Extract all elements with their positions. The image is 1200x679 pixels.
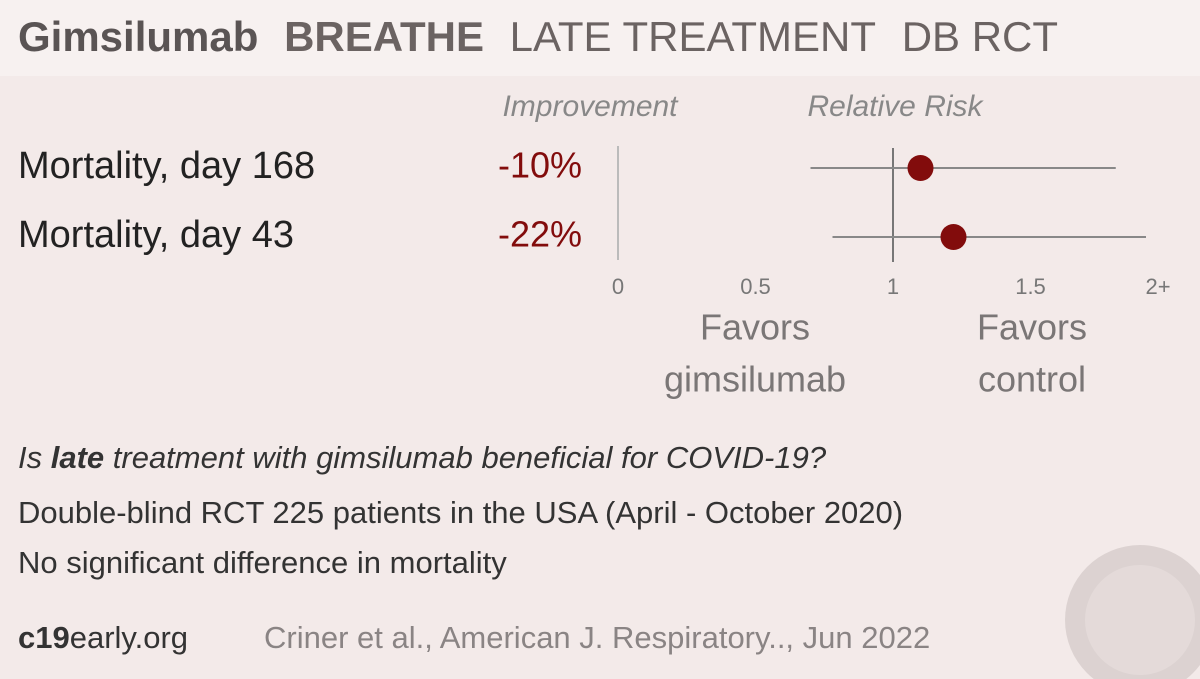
title-tag: DB RCT (902, 13, 1058, 60)
column-header: Relative Risk (807, 90, 984, 123)
title-tag: BREATHE (284, 13, 484, 60)
question: Is late treatment with gimsilumab benefi… (18, 440, 827, 475)
improvement-label: -22% (498, 214, 582, 255)
row-label: Mortality, day 43 (18, 214, 294, 256)
x-tick-label: 1 (887, 274, 899, 299)
citation: Criner et al., American J. Respiratory..… (264, 620, 930, 655)
favors-label: gimsilumab (664, 359, 846, 400)
improvement-label: -10% (498, 145, 582, 186)
site: c19early.org (18, 620, 188, 655)
question-emphasis: late (51, 440, 104, 475)
detail-line: No significant difference in mortality (18, 545, 507, 580)
x-tick-label: 0 (612, 274, 624, 299)
question-part: treatment with gimsilumab beneficial for… (104, 440, 827, 475)
header-band (0, 0, 1200, 76)
site-part: c19 (18, 620, 70, 655)
x-tick-label: 0.5 (740, 274, 771, 299)
x-tick-label: 1.5 (1015, 274, 1046, 299)
title-drug: Gimsilumab (18, 13, 258, 60)
title-tag: LATE TREATMENT (510, 13, 876, 60)
forest-plot: 0 0.5 1 1.5 2+ Mortality, day 168 -10% Mortalit… (18, 145, 1171, 299)
x-tick-label: 2+ (1145, 274, 1170, 299)
row-label: Mortality, day 168 (18, 145, 315, 187)
favors-label: Favors (700, 307, 810, 348)
point-estimate (907, 155, 934, 181)
site-part: early.org (70, 620, 188, 655)
point-estimate (940, 224, 967, 250)
favors-label: Favors (977, 307, 1087, 348)
column-header: Improvement (502, 90, 679, 123)
chart-title: Gimsilumab BREATHE LATE TREATMENT DB RCT (18, 13, 1058, 60)
favors-label: control (978, 359, 1086, 400)
question-part: Is (18, 440, 51, 475)
virus-decoration (1065, 545, 1200, 679)
detail-line: Double-blind RCT 225 patients in the USA… (18, 495, 903, 530)
